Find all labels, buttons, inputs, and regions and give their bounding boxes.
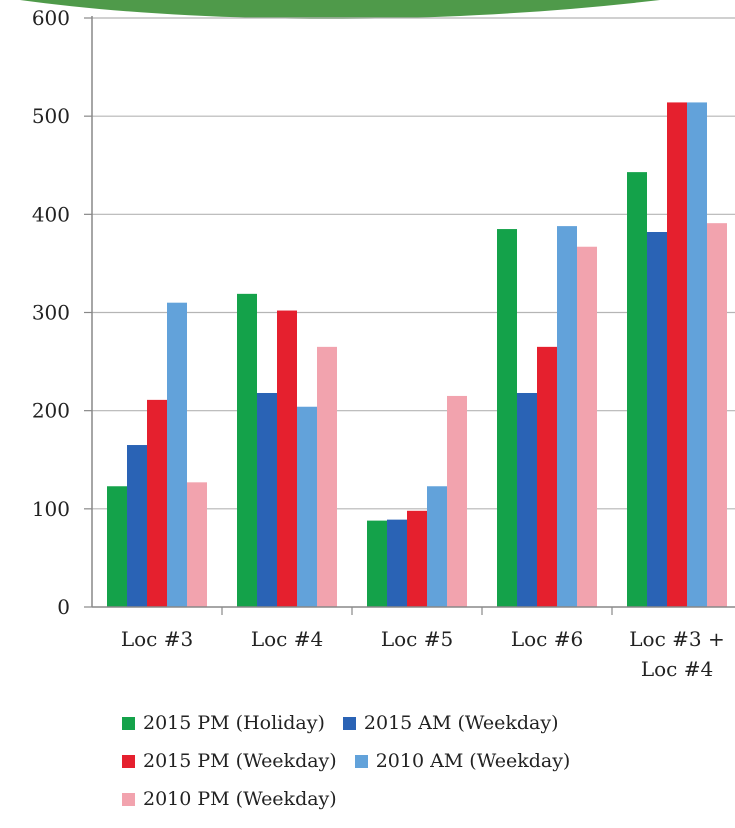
y-tick-label: 300 (32, 301, 70, 325)
legend-row: 2010 PM (Weekday) (122, 780, 722, 818)
bar (147, 399, 167, 607)
bar (557, 226, 577, 607)
legend-label: 2015 PM (Weekday) (143, 750, 337, 772)
legend: 2015 PM (Holiday) 2015 AM (Weekday) 2015… (122, 704, 722, 818)
bar (427, 486, 447, 607)
x-tick-label: Loc #3 + Loc #4 (629, 627, 724, 681)
legend-swatch (354, 754, 368, 768)
x-tick-label-line: Loc #4 (251, 627, 323, 651)
legend-label: 2010 PM (Weekday) (143, 788, 337, 810)
bar (667, 102, 687, 607)
bar (647, 232, 667, 607)
y-tick-label: 500 (32, 104, 70, 128)
x-tick-label: Loc #3 (121, 627, 193, 651)
x-tick-label: Loc #5 (381, 627, 453, 651)
bar (317, 346, 337, 607)
legend-swatch (342, 716, 356, 730)
bar (257, 392, 277, 607)
y-tick-label: 400 (32, 202, 70, 226)
bar (387, 519, 407, 607)
x-tick-label-line: Loc #6 (511, 627, 583, 651)
legend-label: 2015 AM (Weekday) (363, 712, 559, 734)
legend-item-2010-am-weekday: 2010 AM (Weekday) (354, 750, 571, 772)
y-tick-label: 200 (32, 399, 70, 423)
bar (407, 510, 427, 607)
bar (577, 246, 597, 607)
legend-swatch (122, 716, 135, 730)
bar (517, 392, 537, 607)
x-tick-label-line: Loc #5 (381, 627, 453, 651)
bar (627, 172, 647, 607)
x-tick-label-line: Loc #4 (641, 657, 713, 681)
y-tick-label: 0 (57, 595, 70, 619)
bar (497, 229, 517, 607)
y-tick-label: 100 (32, 497, 70, 521)
legend-item-2015-pm-holiday: 2015 PM (Holiday) (122, 712, 325, 734)
bar (687, 102, 707, 607)
x-tick-label: Loc #6 (511, 627, 583, 651)
bar (367, 520, 387, 607)
bar (537, 346, 557, 607)
decorative-header-swoosh (20, 0, 660, 19)
bar (297, 406, 317, 607)
legend-row: 2015 PM (Weekday) 2010 AM (Weekday) (122, 742, 722, 780)
bar (447, 395, 467, 607)
bar (127, 445, 147, 607)
legend-item-2010-pm-weekday: 2010 PM (Weekday) (122, 788, 337, 810)
legend-row: 2015 PM (Holiday) 2015 AM (Weekday) (122, 704, 722, 742)
legend-swatch (122, 754, 135, 768)
bar (107, 486, 127, 607)
tick-labels: 0 100 200 300 400 500 600 Loc #3 Loc #4 Loc #5 Loc… (32, 6, 725, 681)
x-tick-label: Loc #4 (251, 627, 323, 651)
bar (707, 223, 727, 607)
legend-swatch (122, 792, 135, 806)
legend-item-2015-pm-weekday: 2015 PM (Weekday) (122, 750, 337, 772)
legend-item-2015-am-weekday: 2015 AM (Weekday) (342, 712, 559, 734)
bar (187, 482, 207, 607)
bar-chart: 0 100 200 300 400 500 600 Loc #3 Loc #4 Loc #5 Loc… (20, 0, 735, 681)
bar (277, 310, 297, 607)
bars (107, 102, 727, 607)
x-tick-label-line: Loc #3 (121, 627, 193, 651)
legend-label: 2010 AM (Weekday) (375, 750, 571, 772)
x-tick-label-line: Loc #3 + (629, 627, 724, 651)
bar (237, 293, 257, 607)
legend-label: 2015 PM (Holiday) (143, 712, 325, 734)
y-tick-label: 600 (32, 6, 70, 30)
bar (167, 302, 187, 607)
axes (84, 16, 735, 615)
